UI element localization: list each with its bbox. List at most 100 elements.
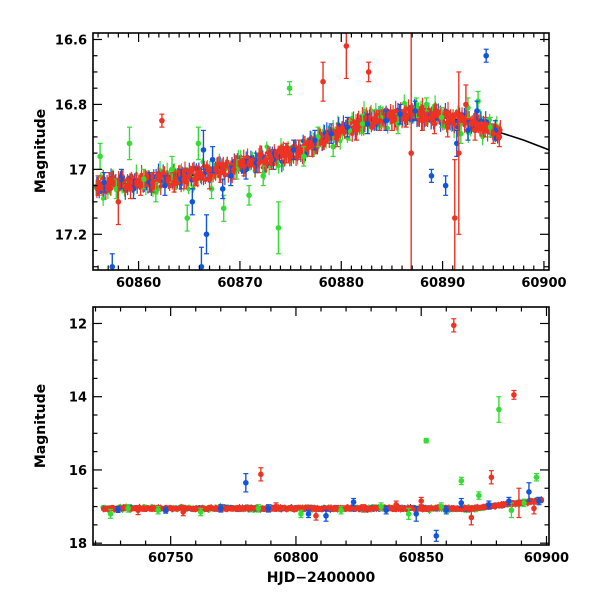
data-point bbox=[127, 186, 134, 192]
data-point bbox=[405, 511, 412, 517]
data-point bbox=[383, 117, 389, 124]
data-point bbox=[137, 182, 144, 189]
data-point bbox=[360, 505, 367, 512]
data-point bbox=[162, 182, 168, 189]
y-tick-label: 12 bbox=[69, 317, 87, 332]
data-point bbox=[109, 263, 116, 270]
data-point bbox=[135, 507, 141, 514]
data-point bbox=[217, 505, 224, 512]
dense-point bbox=[99, 186, 105, 192]
data-point bbox=[181, 176, 187, 182]
data-point bbox=[118, 176, 125, 182]
data-point bbox=[338, 507, 344, 514]
x-axis-title: HJD−2400000 bbox=[267, 570, 376, 586]
dense-point bbox=[349, 131, 355, 137]
data-point bbox=[496, 406, 502, 413]
data-point bbox=[526, 489, 532, 495]
data-point bbox=[531, 505, 537, 512]
data-point bbox=[393, 501, 399, 508]
data-point bbox=[300, 153, 307, 160]
dense-point bbox=[445, 109, 451, 115]
bottom-panel-full-lightcurve: 60750 60800 60850 60900 12 14 16 18 Magnitude HJD… bbox=[33, 306, 569, 586]
data-point bbox=[220, 205, 227, 212]
axis-ticks bbox=[93, 307, 549, 545]
data-point bbox=[412, 108, 419, 114]
x-tick-label: 60750 bbox=[148, 551, 193, 566]
data-point bbox=[486, 501, 492, 508]
data-point bbox=[483, 52, 489, 59]
dense-point bbox=[158, 184, 164, 189]
data-point bbox=[309, 143, 315, 150]
data-point bbox=[482, 124, 488, 130]
data-point bbox=[423, 437, 430, 444]
data-point bbox=[286, 85, 293, 91]
data-point bbox=[490, 130, 497, 137]
data-point bbox=[140, 176, 147, 182]
data-point bbox=[97, 153, 103, 160]
data-point bbox=[508, 507, 515, 514]
data-point bbox=[487, 124, 494, 130]
data-point bbox=[125, 505, 131, 512]
data-point bbox=[209, 156, 216, 163]
axis-ticks bbox=[93, 33, 549, 270]
data-point bbox=[328, 130, 334, 137]
data-point bbox=[203, 231, 210, 238]
data-point bbox=[115, 506, 121, 513]
data-point bbox=[365, 69, 372, 75]
data-point bbox=[458, 500, 465, 506]
data-point bbox=[305, 511, 312, 517]
data-point bbox=[189, 199, 196, 205]
data-point bbox=[243, 479, 249, 486]
plot-area bbox=[93, 33, 549, 270]
dense-point bbox=[266, 152, 272, 158]
x-tick-label: 60890 bbox=[420, 276, 465, 291]
data-point bbox=[474, 108, 480, 114]
data-point bbox=[438, 503, 445, 510]
plot-frame bbox=[92, 32, 550, 271]
dense-point bbox=[123, 185, 129, 191]
data-point bbox=[255, 505, 262, 512]
data-point bbox=[198, 263, 205, 270]
data-point bbox=[506, 498, 512, 504]
data-point bbox=[268, 156, 275, 163]
plot-area bbox=[100, 318, 545, 542]
data-point bbox=[295, 147, 302, 153]
x-tick-label: 60860 bbox=[116, 276, 161, 291]
dense-point bbox=[100, 196, 106, 201]
series-blue bbox=[101, 48, 499, 270]
data-point bbox=[403, 114, 409, 121]
dense-point bbox=[337, 138, 343, 144]
x-tick-label: 60800 bbox=[273, 551, 318, 566]
data-point bbox=[283, 150, 290, 156]
data-point bbox=[521, 500, 527, 506]
data-point bbox=[516, 500, 522, 506]
data-point bbox=[472, 127, 478, 134]
data-point bbox=[115, 199, 122, 205]
x-tick-label: 60870 bbox=[217, 276, 262, 291]
top-panel-zoomed-lightcurve: 60860 60870 60880 60890 60900 16.6 16.8 17 17.2 M… bbox=[33, 32, 567, 291]
dense-point bbox=[224, 159, 230, 165]
data-point bbox=[353, 127, 360, 134]
dense-point bbox=[401, 100, 407, 106]
series-red bbox=[95, 33, 503, 270]
data-point bbox=[260, 173, 267, 179]
data-point bbox=[273, 503, 279, 510]
data-point bbox=[228, 173, 234, 179]
data-point bbox=[359, 121, 366, 127]
data-point bbox=[536, 498, 542, 504]
data-point bbox=[241, 163, 247, 169]
data-point bbox=[444, 124, 451, 130]
dense-point bbox=[399, 116, 405, 122]
y-tick-label: 16 bbox=[69, 464, 87, 479]
data-point bbox=[246, 192, 252, 199]
data-point bbox=[180, 509, 186, 515]
data-point bbox=[456, 150, 462, 156]
data-point bbox=[126, 140, 133, 147]
y-tick-label: 17.2 bbox=[55, 228, 87, 243]
series-red bbox=[135, 318, 537, 526]
data-point bbox=[101, 179, 107, 186]
data-point bbox=[155, 507, 161, 514]
x-tick-label: 60900 bbox=[524, 551, 569, 566]
data-point bbox=[265, 505, 272, 512]
data-point bbox=[313, 512, 319, 519]
